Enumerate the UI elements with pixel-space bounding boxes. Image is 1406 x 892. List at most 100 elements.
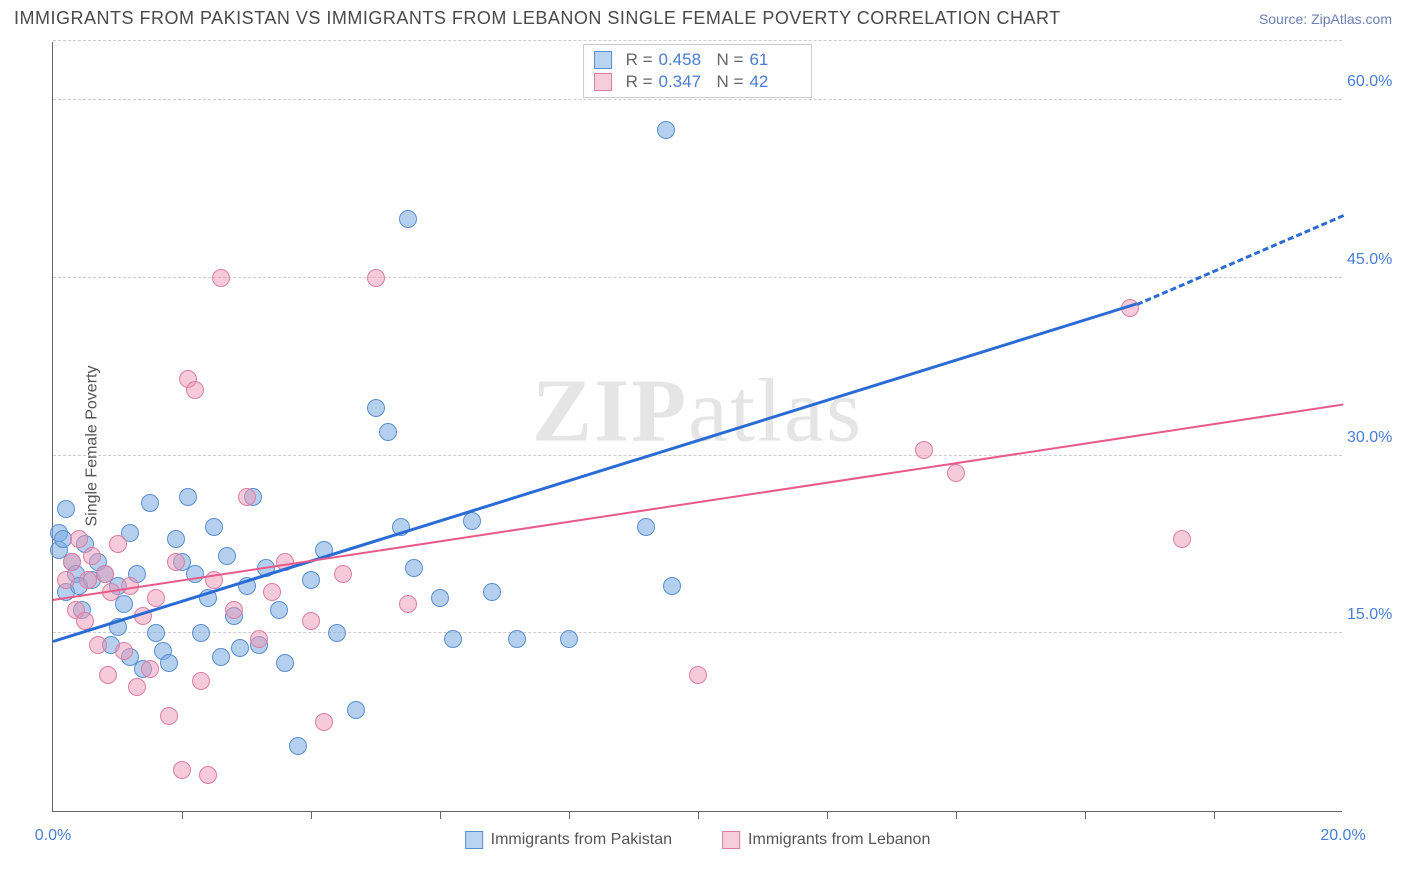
scatter-point-pakistan	[218, 547, 236, 565]
scatter-point-lebanon	[315, 713, 333, 731]
scatter-point-pakistan	[637, 518, 655, 536]
series-legend-label: Immigrants from Pakistan	[491, 831, 672, 849]
correlation-legend-row: R = 0.347N = 42	[594, 71, 802, 93]
scatter-point-pakistan	[270, 601, 288, 619]
x-tick	[569, 811, 570, 819]
gridline-h	[53, 455, 1342, 456]
scatter-point-pakistan	[663, 577, 681, 595]
trend-line	[1136, 214, 1344, 306]
legend-swatch	[465, 831, 483, 849]
scatter-point-lebanon	[96, 565, 114, 583]
scatter-point-pakistan	[367, 399, 385, 417]
correlation-legend-row: R = 0.458N = 61	[594, 49, 802, 71]
scatter-point-pakistan	[192, 624, 210, 642]
scatter-point-pakistan	[231, 639, 249, 657]
chart-title: IMMIGRANTS FROM PAKISTAN VS IMMIGRANTS F…	[14, 8, 1061, 29]
scatter-point-lebanon	[250, 630, 268, 648]
scatter-point-lebanon	[199, 766, 217, 784]
legend-N-label: N =	[717, 50, 744, 70]
scatter-point-pakistan	[508, 630, 526, 648]
scatter-point-lebanon	[167, 553, 185, 571]
legend-R-label: R =	[626, 72, 653, 92]
x-tick-label: 20.0%	[1320, 827, 1365, 845]
scatter-point-lebanon	[367, 269, 385, 287]
scatter-point-pakistan	[289, 737, 307, 755]
chart-header: IMMIGRANTS FROM PAKISTAN VS IMMIGRANTS F…	[0, 0, 1406, 31]
scatter-point-lebanon	[947, 464, 965, 482]
scatter-point-lebanon	[147, 589, 165, 607]
x-tick	[956, 811, 957, 819]
scatter-point-lebanon	[212, 269, 230, 287]
scatter-point-pakistan	[57, 500, 75, 518]
scatter-point-pakistan	[347, 701, 365, 719]
series-legend-item: Immigrants from Pakistan	[465, 831, 672, 849]
scatter-point-pakistan	[328, 624, 346, 642]
scatter-point-pakistan	[399, 210, 417, 228]
gridline-h	[53, 632, 1342, 633]
scatter-point-lebanon	[63, 553, 81, 571]
scatter-point-lebanon	[115, 642, 133, 660]
scatter-point-lebanon	[109, 535, 127, 553]
series-legend-item: Immigrants from Lebanon	[722, 831, 930, 849]
series-legend-label: Immigrants from Lebanon	[748, 831, 930, 849]
scatter-point-pakistan	[444, 630, 462, 648]
scatter-point-lebanon	[238, 488, 256, 506]
scatter-point-pakistan	[657, 121, 675, 139]
watermark-rest: atlas	[688, 362, 863, 461]
scatter-point-lebanon	[399, 595, 417, 613]
gridline-h	[53, 40, 1342, 41]
legend-swatch	[594, 51, 612, 69]
scatter-point-pakistan	[205, 518, 223, 536]
scatter-point-pakistan	[147, 624, 165, 642]
scatter-point-pakistan	[405, 559, 423, 577]
scatter-point-lebanon	[99, 666, 117, 684]
scatter-point-lebanon	[689, 666, 707, 684]
x-tick	[827, 811, 828, 819]
x-tick-label: 0.0%	[35, 827, 71, 845]
scatter-point-pakistan	[276, 654, 294, 672]
scatter-point-pakistan	[560, 630, 578, 648]
scatter-point-lebanon	[70, 530, 88, 548]
watermark-bold: ZIP	[532, 362, 688, 461]
watermark: ZIPatlas	[532, 360, 863, 463]
source-label: Source: ZipAtlas.com	[1259, 11, 1392, 27]
scatter-point-lebanon	[334, 565, 352, 583]
gridline-h	[53, 99, 1342, 100]
x-tick	[1214, 811, 1215, 819]
series-legend: Immigrants from Pakistan Immigrants from …	[465, 831, 931, 849]
correlation-legend: R = 0.458N = 61R = 0.347N = 42	[583, 44, 813, 98]
scatter-point-lebanon	[83, 547, 101, 565]
scatter-point-lebanon	[302, 612, 320, 630]
scatter-chart: ZIPatlas 15.0%30.0%45.0%60.0%0.0%20.0%R …	[52, 42, 1342, 812]
scatter-point-pakistan	[379, 423, 397, 441]
scatter-point-lebanon	[225, 601, 243, 619]
scatter-point-pakistan	[141, 494, 159, 512]
legend-N-label: N =	[717, 72, 744, 92]
scatter-point-lebanon	[128, 678, 146, 696]
scatter-point-pakistan	[431, 589, 449, 607]
y-tick-label: 60.0%	[1347, 73, 1402, 91]
scatter-point-lebanon	[915, 441, 933, 459]
legend-swatch	[722, 831, 740, 849]
scatter-point-lebanon	[89, 636, 107, 654]
scatter-point-lebanon	[57, 571, 75, 589]
y-tick-label: 45.0%	[1347, 251, 1402, 269]
scatter-point-lebanon	[160, 707, 178, 725]
scatter-point-lebanon	[186, 381, 204, 399]
legend-N-value: 42	[749, 72, 801, 92]
legend-R-value: 0.458	[659, 50, 711, 70]
y-tick-label: 15.0%	[1347, 606, 1402, 624]
x-tick	[698, 811, 699, 819]
x-tick	[440, 811, 441, 819]
scatter-point-pakistan	[167, 530, 185, 548]
scatter-point-lebanon	[263, 583, 281, 601]
x-tick	[1085, 811, 1086, 819]
scatter-point-pakistan	[179, 488, 197, 506]
trend-line	[53, 303, 1137, 643]
x-tick	[311, 811, 312, 819]
scatter-point-pakistan	[212, 648, 230, 666]
scatter-point-lebanon	[192, 672, 210, 690]
x-tick	[182, 811, 183, 819]
scatter-point-lebanon	[173, 761, 191, 779]
scatter-point-lebanon	[1173, 530, 1191, 548]
